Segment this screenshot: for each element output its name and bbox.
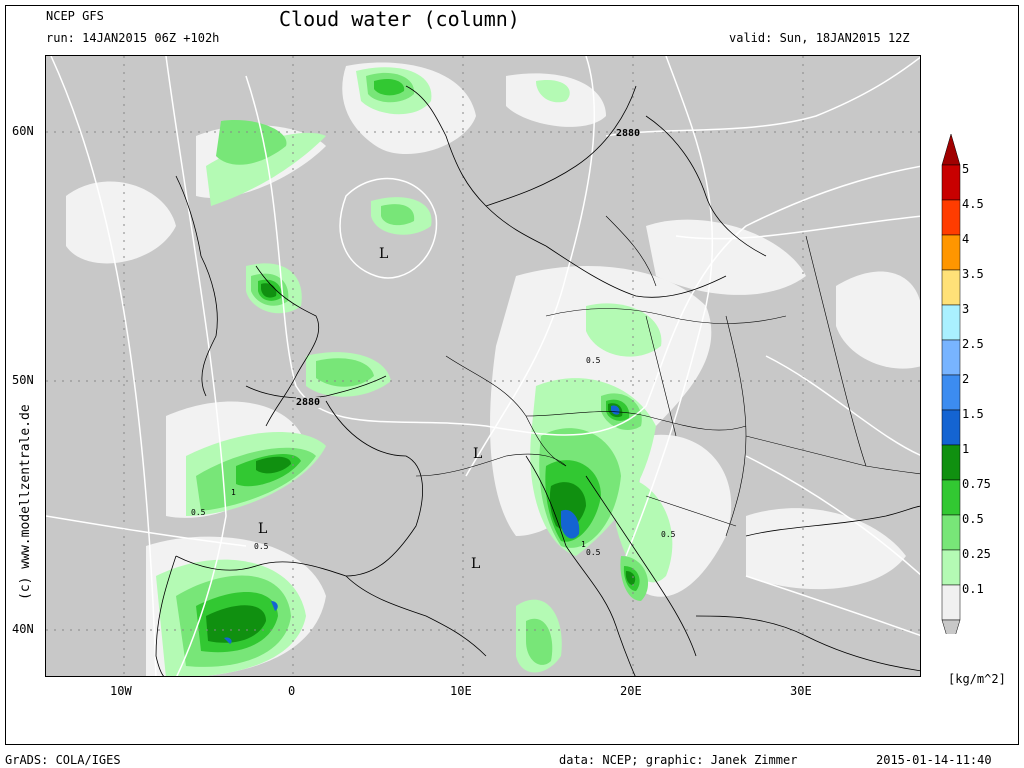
lon-label-0: 0: [288, 684, 296, 698]
legend-swatch: [941, 199, 961, 236]
lat-label-60n: 60N: [12, 124, 34, 138]
lat-label-40n: 40N: [12, 622, 34, 636]
contour-value-label: 1: [231, 488, 236, 497]
color-legend: 5 4.5 4 3.5 3 2.5 2 1.5 1 0.75 0.5 0.25 0.1: [940, 133, 1020, 651]
low-pressure-marker: L: [379, 246, 389, 262]
figure-frame: [5, 5, 1019, 745]
lat-label-50n: 50N: [12, 373, 34, 387]
run-info: run: 14JAN2015 06Z +102h: [46, 31, 220, 45]
legend-swatch: [941, 514, 961, 551]
legend-level-label: 0.75: [962, 477, 991, 491]
legend-swatch: [941, 479, 961, 516]
low-pressure-marker: L: [471, 556, 481, 572]
legend-bottom-arrow: [941, 619, 961, 651]
lon-label-10w: 10W: [110, 684, 132, 698]
cloud-field-1-5: [224, 405, 620, 644]
legend-swatch: [941, 269, 961, 306]
legend-swatch: [941, 409, 961, 446]
legend-top-arrow: [941, 133, 961, 166]
legend-swatch: [941, 304, 961, 341]
legend-level-label: 0.1: [962, 582, 984, 596]
grads-credit: GrADS: COLA/IGES: [5, 753, 121, 767]
legend-unit: [kg/m^2]: [948, 672, 1006, 686]
model-name: NCEP GFS: [46, 9, 104, 23]
legend-swatch: [941, 549, 961, 586]
contour-value-label: 0.5: [661, 530, 676, 539]
legend-swatch: [941, 374, 961, 411]
legend-swatch: [941, 234, 961, 271]
legend-level-label: 0.25: [962, 547, 991, 561]
lon-label-20e: 20E: [620, 684, 642, 698]
copyright-label: (c) www.modellzentrale.de: [18, 404, 33, 600]
contour-value-label: 0.5: [586, 356, 601, 365]
coastlines: [155, 85, 920, 676]
legend-bar: [941, 133, 961, 651]
map-panel: 2880 2880 L L L L 0.5 0.5 0.5 1 0.5 0.5 …: [45, 55, 921, 677]
timestamp: 2015-01-14-11:40: [876, 753, 992, 767]
legend-level-label: 3.5: [962, 267, 984, 281]
height-label-2880-west: 2880: [296, 397, 321, 408]
lon-label-10e: 10E: [450, 684, 472, 698]
low-pressure-marker: L: [473, 446, 483, 462]
legend-level-label: 3: [962, 302, 970, 316]
legend-level-label: 1.5: [962, 407, 984, 421]
data-credit: data: NCEP; graphic: Janek Zimmer: [559, 753, 798, 767]
low-pressure-marker: L: [258, 521, 268, 537]
legend-swatch: [941, 444, 961, 481]
legend-swatch: [941, 339, 961, 376]
lon-label-30e: 30E: [790, 684, 812, 698]
map-title: Cloud water (column): [279, 7, 520, 31]
legend-level-label: 1: [962, 442, 970, 456]
height-label-2880-north: 2880: [616, 128, 641, 139]
contour-value-label: 1: [581, 540, 586, 549]
legend-level-label: 4: [962, 232, 970, 246]
borders: [415, 215, 920, 537]
legend-level-label: 2.5: [962, 337, 984, 351]
map-canvas: [46, 56, 920, 676]
contour-value-label: 0.5: [254, 542, 269, 551]
legend-level-label: 5: [962, 162, 970, 176]
legend-level-label: 0.5: [962, 512, 984, 526]
legend-level-label: 2: [962, 372, 970, 386]
legend-swatch: [941, 584, 961, 621]
height-contours: [46, 56, 920, 676]
legend-level-label: 4.5: [962, 197, 984, 211]
valid-time: valid: Sun, 18JAN2015 12Z: [729, 31, 910, 45]
legend-swatch: [941, 164, 961, 201]
contour-value-label: 0.5: [586, 548, 601, 557]
contour-value-label: 0.5: [191, 508, 206, 517]
